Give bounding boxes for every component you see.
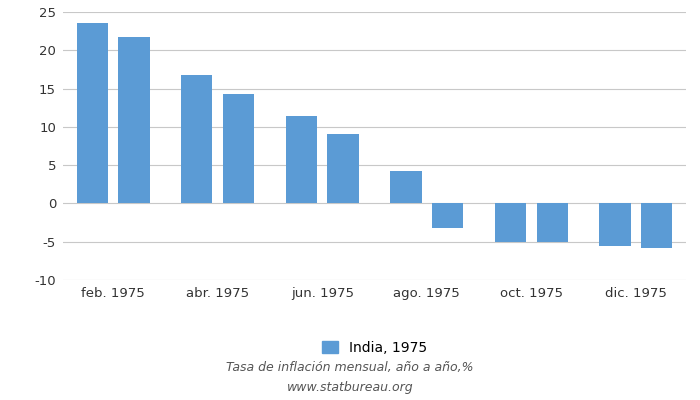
Bar [223, 94, 254, 204]
Text: Tasa de inflación mensual, año a año,%: Tasa de inflación mensual, año a año,% [226, 362, 474, 374]
Legend: India, 1975: India, 1975 [316, 335, 433, 360]
Bar [390, 170, 421, 204]
Bar [432, 204, 463, 228]
Bar [181, 75, 213, 204]
Bar [118, 36, 150, 204]
Bar [641, 204, 673, 248]
Bar [286, 116, 317, 204]
Bar [76, 24, 108, 204]
Bar [495, 204, 526, 242]
Bar [328, 134, 359, 204]
Bar [536, 204, 568, 242]
Text: www.statbureau.org: www.statbureau.org [287, 382, 413, 394]
Bar [599, 204, 631, 246]
